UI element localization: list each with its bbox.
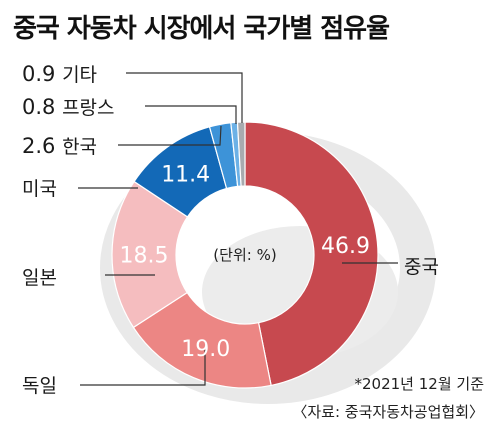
unit-label: (단위: %) bbox=[213, 246, 276, 264]
leader-line-6 bbox=[126, 72, 243, 123]
category-name-6: 기타 bbox=[62, 64, 97, 86]
slice-value-2: 18.5 bbox=[120, 244, 169, 269]
category-label-4: 2.6 한국 bbox=[22, 134, 97, 158]
category-name-1: 독일 bbox=[22, 375, 57, 397]
category-name-4: 한국 bbox=[62, 136, 97, 158]
category-label-6: 0.9 기타 bbox=[22, 62, 97, 86]
category-label-5: 0.8 프랑스 bbox=[22, 95, 115, 119]
slice-6 bbox=[236, 121, 246, 187]
source-note: 〈자료: 중국자동차공업협회〉 bbox=[292, 403, 484, 421]
category-label-0: 중국 bbox=[404, 256, 439, 278]
slice-0 bbox=[244, 121, 379, 387]
slice-2 bbox=[111, 180, 189, 329]
leader-line-4 bbox=[118, 125, 222, 146]
category-name-0: 중국 bbox=[404, 256, 439, 278]
category-name-2: 일본 bbox=[22, 267, 57, 289]
category-name-5: 프랑스 bbox=[62, 97, 114, 119]
slice-value-1: 19.0 bbox=[181, 337, 230, 362]
category-label-1: 독일 bbox=[22, 375, 57, 397]
category-value-6: 0.9 bbox=[22, 62, 62, 86]
slice-1 bbox=[132, 291, 272, 389]
date-note: *2021년 12월 기준 bbox=[354, 375, 485, 393]
category-name-3: 미국 bbox=[22, 178, 57, 200]
category-label-3: 미국 bbox=[22, 178, 57, 200]
slice-value-0: 46.9 bbox=[321, 234, 370, 259]
leader-line-1 bbox=[80, 350, 206, 386]
chart-title: 중국 자동차 시장에서 국가별 점유율 bbox=[13, 14, 390, 44]
category-value-5: 0.8 bbox=[22, 95, 62, 119]
category-value-4: 2.6 bbox=[22, 134, 62, 158]
slice-value-3: 11.4 bbox=[161, 162, 210, 187]
category-label-2: 일본 bbox=[22, 267, 57, 289]
leader-line-5 bbox=[145, 105, 237, 124]
